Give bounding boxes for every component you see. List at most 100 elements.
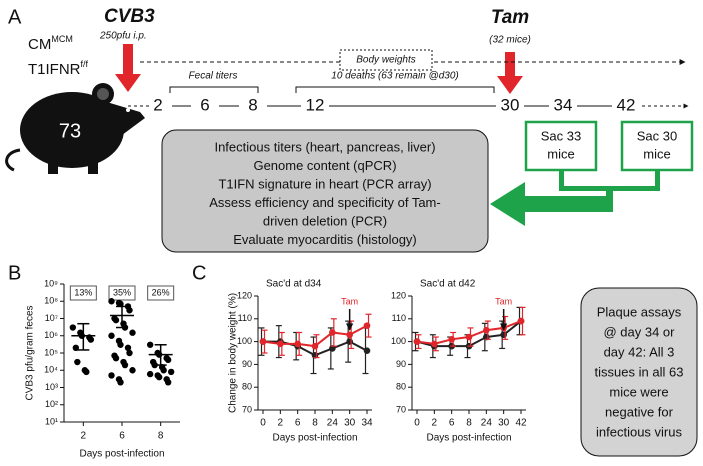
y-tick-label: 120 bbox=[391, 290, 406, 300]
sac-text: Sac 33 bbox=[541, 128, 581, 143]
bracket bbox=[295, 86, 495, 93]
panel-label: B bbox=[8, 262, 21, 284]
summary-line: infectious virus bbox=[596, 424, 682, 439]
summary-line: @ day 34 or bbox=[603, 324, 675, 339]
analysis-item: Infectious titers (heart, pancreas, live… bbox=[214, 139, 435, 154]
point bbox=[363, 322, 371, 329]
mouse-icon bbox=[5, 83, 145, 174]
y-tick-label: 10⁶ bbox=[44, 330, 58, 340]
x-axis-label: Days post-infection bbox=[272, 433, 357, 444]
sac-text: mice bbox=[643, 146, 670, 161]
y-tick-label: 70 bbox=[242, 404, 252, 414]
y-tick-label: 90 bbox=[242, 359, 252, 369]
x-tick-label: 8 bbox=[312, 418, 318, 429]
point bbox=[294, 340, 301, 348]
timeline: 2 6 8 12 30 34 42 bbox=[128, 95, 689, 114]
annotation: 26% bbox=[152, 287, 170, 297]
x-tick-label: 6 bbox=[295, 418, 301, 429]
drug-mice-label: (32 mice) bbox=[489, 35, 531, 46]
x-tick-label: 24 bbox=[481, 418, 493, 429]
point bbox=[146, 341, 154, 348]
strain-sup: MCM bbox=[51, 34, 73, 44]
y-tick-label: 80 bbox=[396, 382, 406, 392]
y-tick-label: 110 bbox=[392, 313, 406, 323]
x-tick-label: 2 bbox=[278, 418, 284, 429]
timeline-label: 8 bbox=[248, 95, 257, 114]
point bbox=[160, 367, 167, 374]
analysis-item: T1IFN signature in heart (PCR array) bbox=[218, 176, 431, 191]
annotation-box bbox=[147, 285, 175, 301]
point bbox=[146, 370, 154, 378]
sac-text: Sac 30 bbox=[637, 128, 677, 143]
summary-line: day 42: All 3 bbox=[604, 344, 675, 359]
x-tick-label: 2 bbox=[81, 431, 87, 442]
x-axis-label: Days post-infection bbox=[426, 433, 511, 444]
point bbox=[329, 329, 336, 336]
point bbox=[108, 298, 115, 305]
analysis-item: driven deletion (PCR) bbox=[263, 213, 387, 228]
summary-line: mice were bbox=[609, 384, 668, 399]
y-tick-label: 10⁷ bbox=[45, 313, 58, 323]
deaths-label: 10 deaths (63 remain @d30) bbox=[331, 71, 458, 82]
x-tick-label: 2 bbox=[432, 418, 438, 429]
strain-name: CM bbox=[28, 36, 51, 53]
point bbox=[329, 345, 336, 352]
summary-line: tissues in all 63 bbox=[595, 364, 684, 379]
y-axis-label: Change in body weight (%) bbox=[228, 293, 239, 413]
receptor-name: T1IFNR bbox=[28, 61, 81, 78]
point bbox=[108, 372, 115, 379]
x-tick-label: 8 bbox=[158, 431, 164, 442]
tam-arrow bbox=[497, 52, 523, 94]
analysis-item: Assess efficiency and specificity of Tam… bbox=[209, 195, 440, 210]
point bbox=[311, 342, 319, 350]
y-tick-label: 110 bbox=[238, 313, 252, 323]
point bbox=[346, 331, 353, 339]
analysis-list: Infectious titers (heart, pancreas, live… bbox=[209, 139, 440, 247]
y-tick-label: 90 bbox=[396, 359, 406, 369]
timeline-label: 42 bbox=[617, 95, 636, 114]
sac-box bbox=[620, 120, 694, 172]
point bbox=[413, 338, 421, 345]
receptor-label: T1IFNRf/f bbox=[28, 59, 89, 78]
body-weight-box bbox=[339, 49, 433, 71]
point bbox=[259, 338, 267, 345]
y-axis-label: CVB3 pfu/gram feces bbox=[25, 305, 36, 400]
x-tick-label: 6 bbox=[119, 431, 125, 442]
point bbox=[117, 379, 124, 386]
timeline-label: 12 bbox=[306, 95, 325, 114]
point bbox=[517, 317, 525, 325]
x-axis-label: Days post-infection bbox=[79, 449, 164, 460]
point bbox=[69, 324, 77, 331]
x-tick-label: 8 bbox=[466, 418, 472, 429]
strain-label: CMMCM bbox=[28, 34, 73, 53]
point bbox=[167, 368, 175, 376]
y-tick-label: 10⁹ bbox=[44, 278, 58, 288]
analysis-item: Evaluate myocarditis (histology) bbox=[233, 232, 417, 247]
analysis-box bbox=[161, 129, 489, 253]
point bbox=[117, 300, 124, 308]
body-weight-label: Body weights bbox=[356, 55, 415, 66]
point bbox=[431, 340, 438, 348]
point bbox=[164, 356, 172, 364]
annotation-box bbox=[69, 285, 97, 301]
annotation-box bbox=[108, 285, 136, 301]
y-tick-label: 10⁴ bbox=[44, 365, 58, 375]
point bbox=[121, 361, 129, 369]
y-tick-label: 10³ bbox=[45, 382, 58, 392]
dose-label: 250pfu i.p. bbox=[99, 31, 147, 42]
mouse-count: 73 bbox=[59, 120, 81, 142]
point bbox=[124, 344, 132, 352]
timeline-label: 30 bbox=[501, 95, 520, 114]
summary-box bbox=[580, 287, 698, 457]
point bbox=[363, 347, 371, 355]
y-tick-label: 80 bbox=[242, 382, 252, 392]
x-tick-label: 34 bbox=[361, 418, 373, 429]
y-tick-label: 10⁸ bbox=[44, 296, 58, 306]
x-tick-label: 0 bbox=[260, 418, 266, 429]
infection-arrow bbox=[115, 44, 141, 92]
panel-label: A bbox=[8, 6, 22, 28]
sac-text: mice bbox=[547, 146, 574, 161]
point bbox=[112, 316, 120, 324]
point bbox=[465, 333, 473, 341]
receptor-sup: f/f bbox=[81, 59, 89, 69]
